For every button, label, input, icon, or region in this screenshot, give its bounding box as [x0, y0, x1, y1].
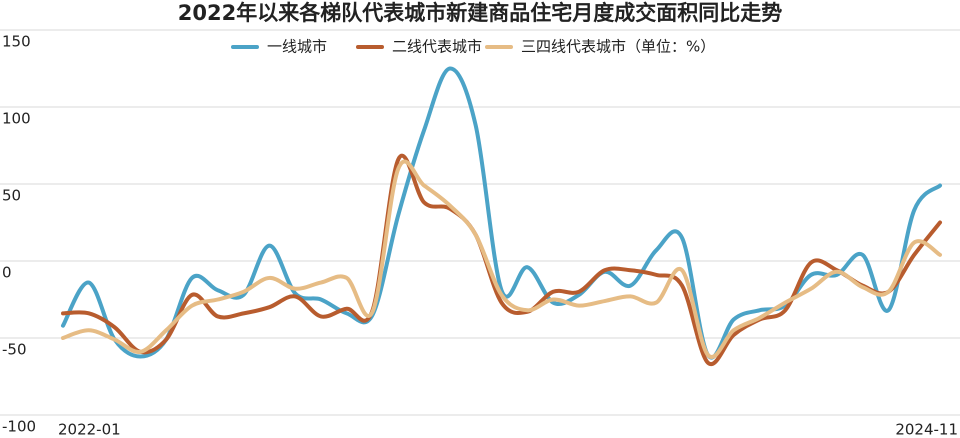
series-line [61, 153, 942, 367]
legend-label: 二线代表城市 [392, 38, 482, 56]
legend-label: 一线城市 [267, 38, 327, 56]
x-tick-label: 2022-01 [58, 421, 121, 438]
series-line [61, 159, 942, 360]
y-tick-label: -100 [2, 418, 36, 436]
x-tick-label: 2024-11 [895, 421, 958, 438]
y-tick-label: -50 [2, 341, 27, 359]
y-tick-label: 100 [2, 110, 31, 128]
y-tick-label: 150 [2, 33, 31, 51]
series-line [61, 66, 942, 360]
y-tick-label: 50 [2, 187, 21, 205]
chart-title: 2022年以来各梯队代表城市新建商品住宅月度成交面积同比走势 [178, 1, 782, 25]
y-tick-label: 0 [2, 264, 12, 282]
legend-label: 三四线代表城市（单位：%） [521, 38, 715, 56]
